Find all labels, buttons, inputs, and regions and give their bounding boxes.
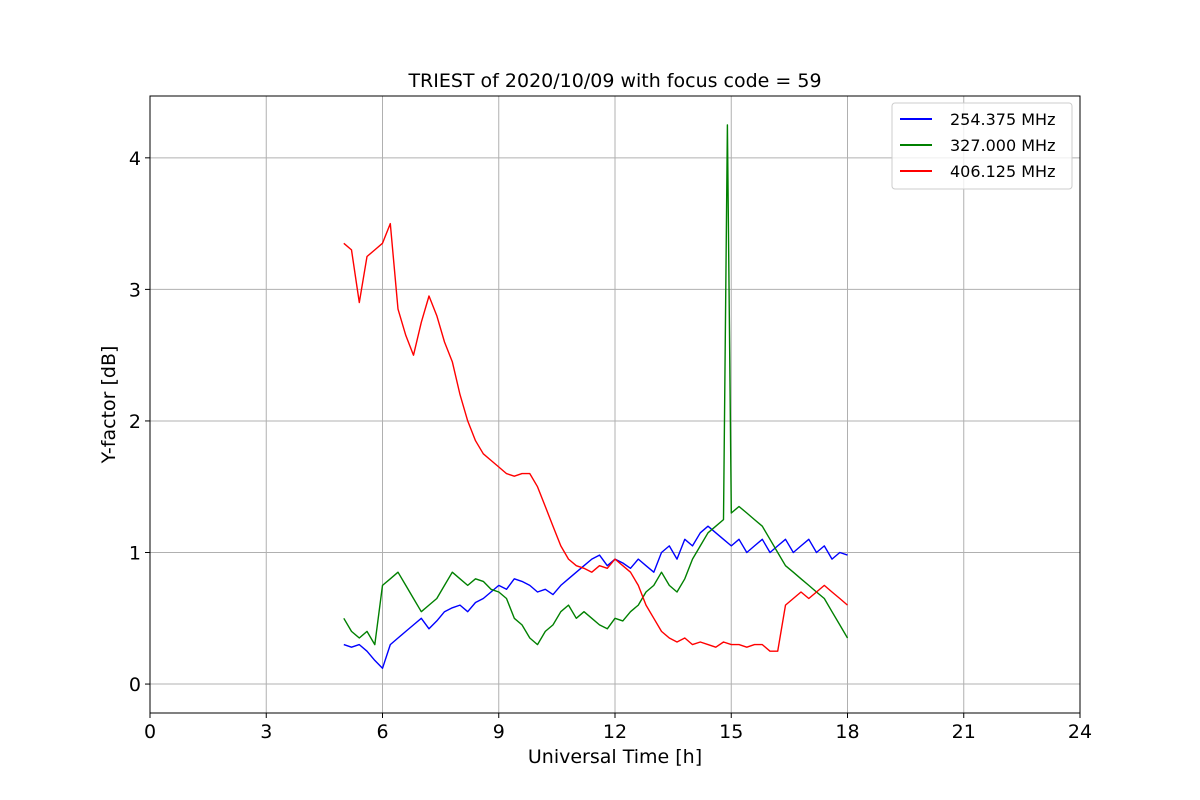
y-tick-label: 3 xyxy=(129,279,141,301)
series-line-327-000-mhz xyxy=(343,124,849,646)
y-tick-label: 0 xyxy=(129,674,141,696)
x-tick-label: 0 xyxy=(144,721,156,743)
legend-label: 327.000 MHz xyxy=(950,136,1055,155)
x-tick-label: 18 xyxy=(835,721,859,743)
x-tick-label: 3 xyxy=(260,721,272,743)
legend-label: 254.375 MHz xyxy=(950,110,1055,129)
legend-box xyxy=(891,102,1073,190)
y-axis-label: Y-factor [dB] xyxy=(98,346,120,465)
y-tick-label: 4 xyxy=(129,148,141,170)
x-tick-label: 15 xyxy=(719,721,743,743)
plot-area-frame xyxy=(149,95,1081,714)
x-tick-label: 21 xyxy=(952,721,976,743)
y-tick-label: 2 xyxy=(129,411,141,433)
legend-label: 406.125 MHz xyxy=(950,162,1055,181)
x-tick-label: 6 xyxy=(376,721,388,743)
series-line-406-125-mhz xyxy=(343,222,848,652)
chart-title: TRIEST of 2020/10/09 with focus code = 5… xyxy=(407,70,821,92)
legend: 254.375 MHz 327.000 MHz 406.125 MHz xyxy=(891,102,1073,190)
series-lines xyxy=(343,124,849,669)
series-line-254-375-mhz xyxy=(343,525,848,669)
x-tick-label: 9 xyxy=(493,721,505,743)
x-axis-label: Universal Time [h] xyxy=(528,746,702,768)
x-tick-label: 12 xyxy=(603,721,627,743)
x-tick-label: 24 xyxy=(1068,721,1092,743)
y-tick-label: 1 xyxy=(129,543,141,565)
